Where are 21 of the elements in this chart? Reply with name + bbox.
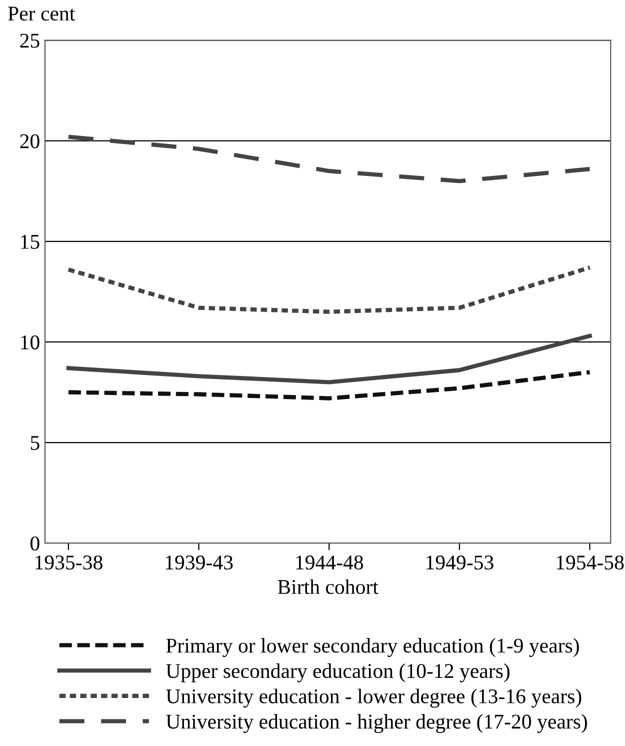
y-tick-label: 5 [30, 436, 40, 450]
y-tick-label: 0 [30, 536, 40, 551]
x-tick-label: 1949-53 [426, 556, 494, 570]
x-tick-label: 1944-48 [296, 555, 364, 570]
y-tick-label: 10 [21, 335, 40, 350]
line-series [66, 134, 592, 184]
y-tick-label: 15 [21, 234, 40, 249]
line-series [66, 265, 592, 314]
x-tick-label: 1935-38 [36, 555, 102, 570]
x-tick-label: 1954-58 [556, 555, 624, 570]
legend-label: University education - lower degree (13-16 years) [166, 688, 582, 708]
y-axis-title: Per cent [8, 6, 76, 21]
x-tick-label: 1939-43 [166, 556, 233, 570]
y-tick-label: 20 [20, 134, 40, 148]
line-series [66, 334, 592, 384]
x-axis-title: Birth cohort [278, 579, 378, 594]
legend-label: Upper secondary education (10-12 years) [166, 663, 510, 682]
y-tick-label: 25 [20, 34, 40, 48]
legend-label: University education - higher degree (17-20 years) [166, 714, 587, 733]
legend-label: Primary or lower secondary education (1-9 years) [166, 638, 579, 658]
line-series [66, 370, 592, 400]
